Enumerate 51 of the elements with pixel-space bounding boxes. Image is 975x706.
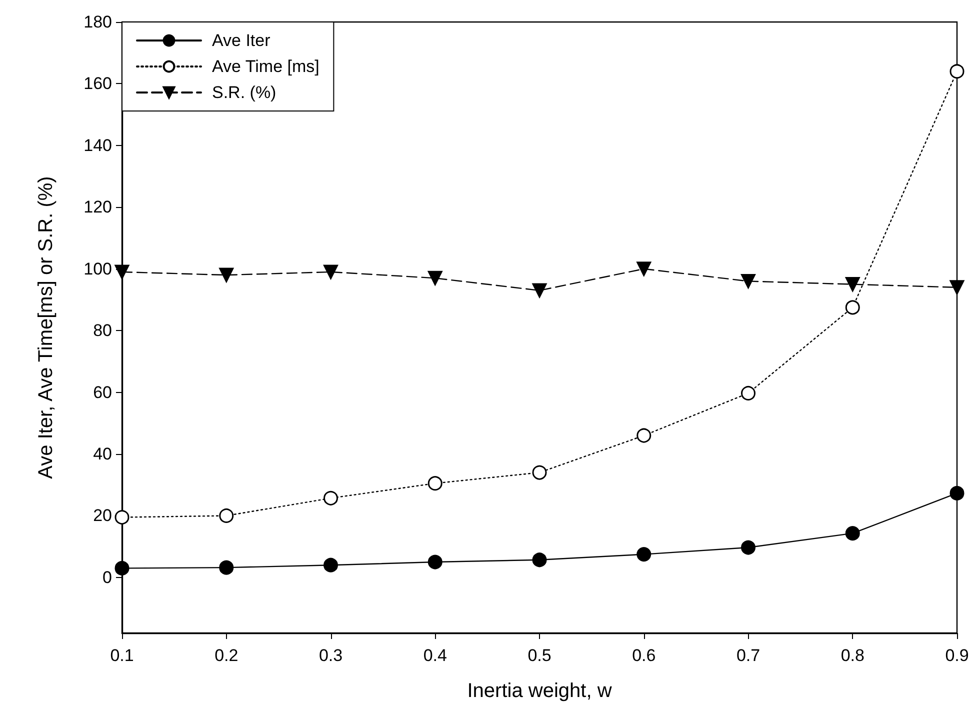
x-tick-label: 0.7: [736, 646, 760, 665]
point: [845, 300, 860, 315]
y-tick-label: 80: [93, 321, 112, 340]
y-tick-label: 20: [93, 506, 112, 526]
point: [845, 526, 860, 541]
point: [741, 274, 756, 288]
point: [636, 547, 652, 562]
legend-label: S.R. (%): [212, 83, 276, 102]
point: [532, 465, 547, 480]
point: [114, 264, 130, 280]
x-tick-label: 0.6: [632, 646, 656, 665]
y-tick-label: 60: [93, 382, 112, 402]
point: [324, 264, 338, 280]
x-tick-label: 0.8: [840, 646, 864, 665]
point: [636, 262, 652, 276]
legend-label: Ave Time [ms]: [212, 57, 320, 76]
point: [741, 386, 756, 400]
y-tick-label: 160: [84, 74, 112, 94]
point: [636, 428, 652, 443]
x-tick-label: 0.5: [528, 646, 552, 665]
point: [219, 508, 234, 523]
point: [950, 64, 964, 79]
y-tick-label: 100: [84, 259, 112, 278]
x-tick-label: 0.4: [423, 646, 447, 665]
point: [428, 554, 442, 570]
point: [219, 268, 234, 282]
point: [741, 540, 756, 555]
point: [950, 280, 964, 295]
x-tick-label: 0.1: [110, 646, 134, 665]
point: [428, 476, 442, 491]
point: [532, 283, 547, 298]
point: [114, 560, 130, 576]
y-tick-label: 40: [93, 444, 112, 464]
y-tick-label: 140: [84, 136, 112, 155]
x-axis-title: Inertia weight, w: [467, 680, 612, 702]
x-tick-label: 0.3: [318, 646, 343, 665]
point: [219, 560, 234, 575]
legend-label: Ave Iter: [212, 31, 271, 50]
point: [428, 270, 442, 286]
y-tick-label: 180: [84, 12, 112, 32]
y-tick-label: 120: [84, 198, 112, 217]
y-axis-title: Ave Iter, Ave Time[ms] or S.R. (%): [35, 176, 57, 479]
x-tick-label: 0.9: [945, 646, 969, 665]
x-tick-label: 0.2: [214, 646, 238, 665]
point: [324, 490, 338, 506]
point: [845, 277, 860, 292]
point: [950, 486, 964, 500]
y-tick-label: 0: [102, 568, 112, 587]
point: [532, 552, 547, 568]
point: [324, 558, 338, 572]
point: [114, 510, 130, 525]
